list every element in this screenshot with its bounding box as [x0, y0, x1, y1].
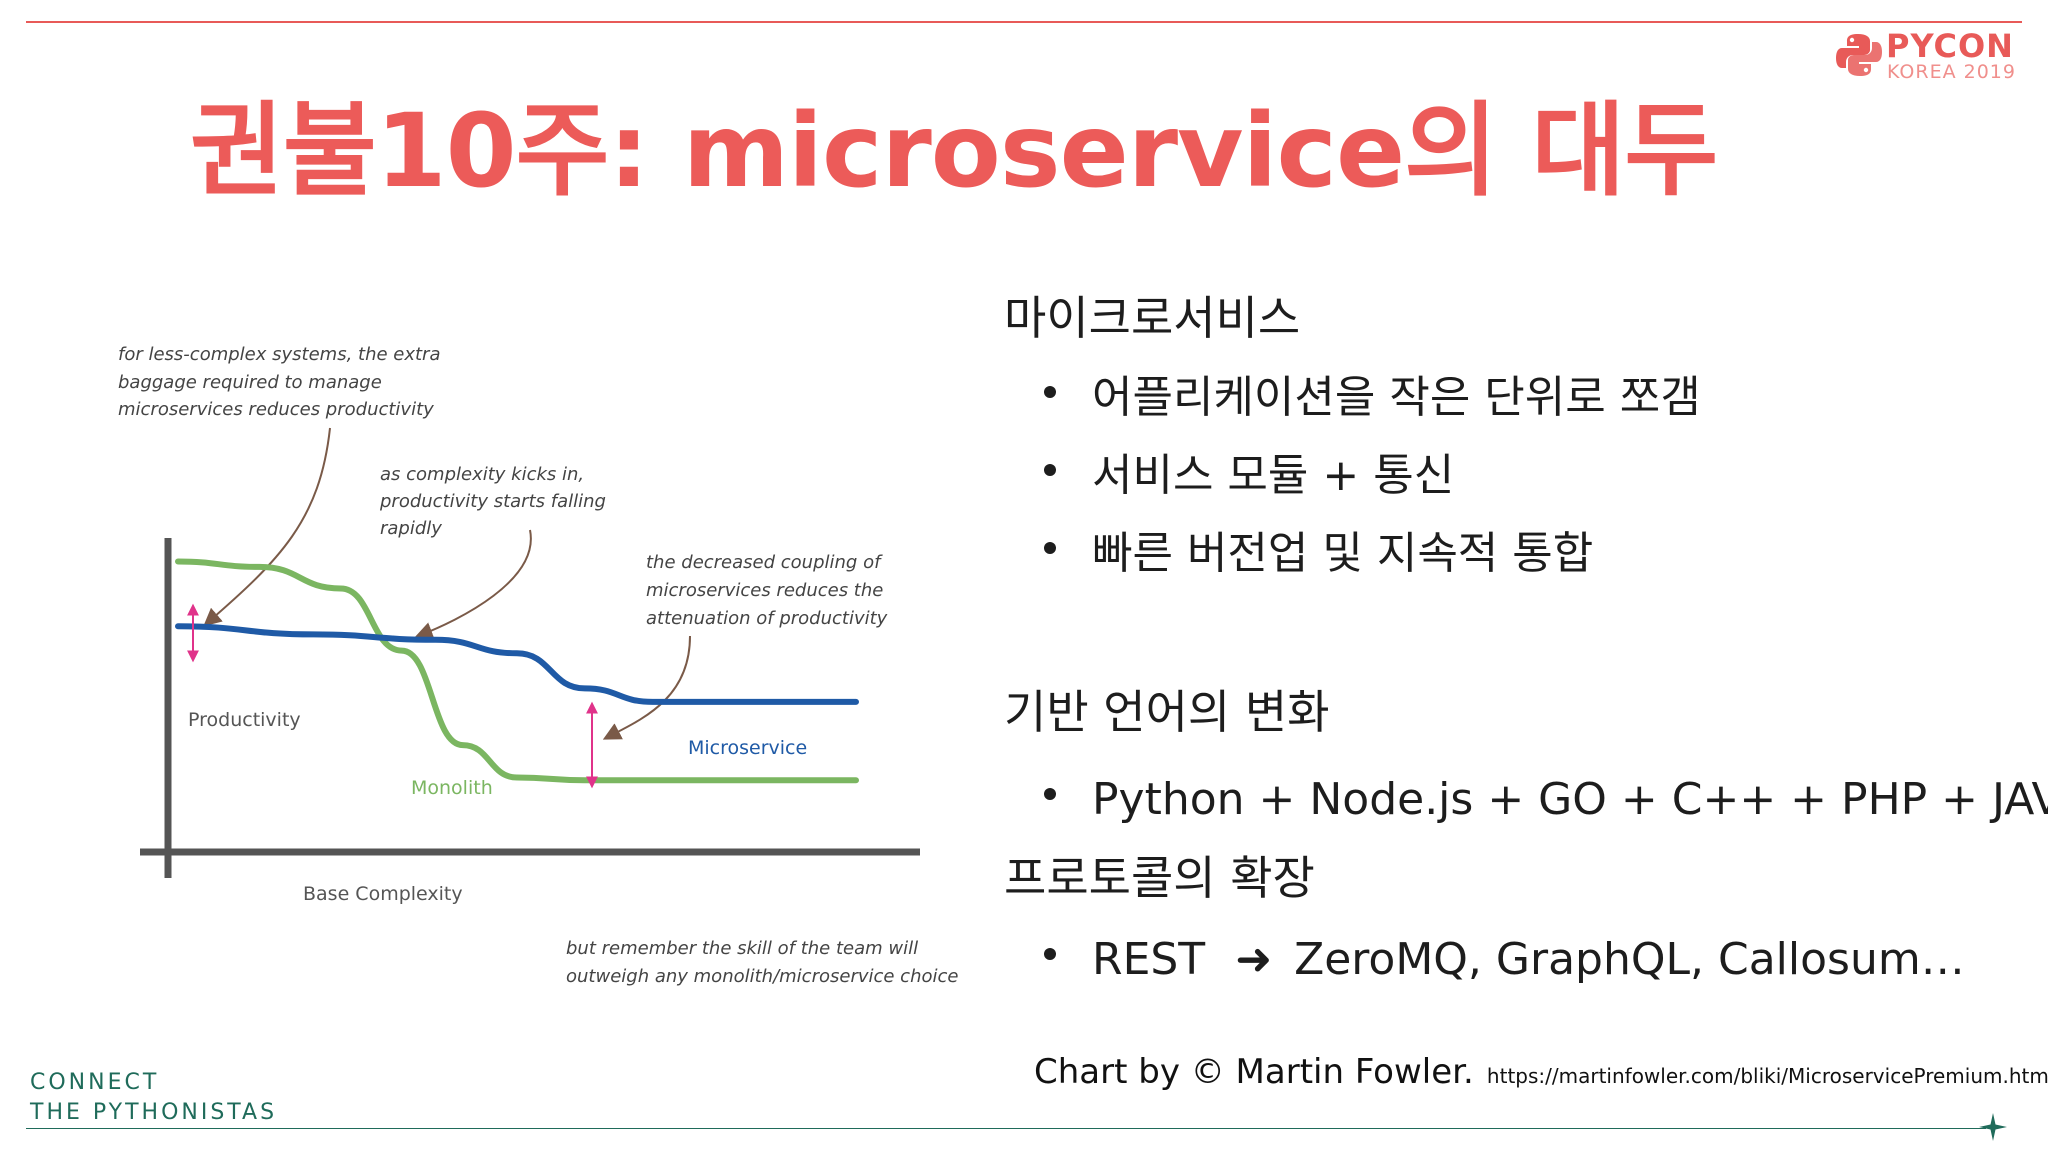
bottom-divider: [26, 1128, 1986, 1129]
annotation-arrow-2: [414, 529, 532, 640]
annotation-complexity: as complexity kicks in, productivity sta…: [379, 464, 612, 539]
x-axis-label: Base Complexity: [303, 883, 463, 905]
right-arrow-icon: ➜: [1235, 934, 1273, 985]
bullet-item: 어플리케이션을 작은 단위로 쪼갬: [1044, 370, 1701, 426]
microservice-series-line: [175, 623, 859, 705]
slide-title: 권불10주: microservice의 대두: [190, 92, 1718, 211]
annotation-arrow-1: [203, 427, 331, 627]
annotation-team-skill: but remember the skill of the team will …: [566, 938, 958, 987]
sparkle-icon: [1979, 1113, 2007, 1141]
annotation-decreased-coupling: the decreased coupling of microservices …: [646, 552, 889, 629]
bullet-icon: [1044, 386, 1056, 398]
top-divider: [26, 21, 2022, 23]
y-axis-label: Productivity: [188, 709, 301, 731]
bullet-icon: [1044, 542, 1056, 554]
footer-brand: CONNECT THE PYTHONISTAS: [30, 1068, 277, 1128]
bullet-item: REST ➜ ZeroMQ, GraphQL, Callosum…: [1044, 932, 1965, 988]
logo-subtitle: KOREA 2019: [1887, 61, 2016, 83]
bullet-item: 서비스 모듈 + 통신: [1044, 448, 1454, 504]
footer-line-2: THE PYTHONISTAS: [30, 1100, 278, 1125]
bullet-icon: [1044, 464, 1056, 476]
monolith-series-line: [175, 558, 859, 784]
pycon-logo: PYCON KOREA 2019: [1836, 28, 2026, 84]
section-heading-languages: 기반 언어의 변화: [1004, 685, 1330, 739]
logo-title: PYCON: [1886, 27, 2014, 65]
credit-url[interactable]: https://martinfowler.com/bliki/Microserv…: [1486, 1064, 2048, 1088]
bullet-item: 빠른 버전업 및 지속적 통합: [1044, 526, 1593, 582]
productivity-chart: for less-complex systems, the extra bagg…: [118, 344, 958, 987]
chart-credit: Chart by © Martin Fowler. https://martin…: [1034, 1052, 2048, 1092]
bullet-item: Python + Node.js + GO + C++ + PHP + JAVA…: [1044, 772, 2048, 828]
annotation-less-complex: for less-complex systems, the extra bagg…: [118, 344, 446, 420]
annotation-arrow-3: [602, 635, 691, 740]
python-logo-icon: [1836, 34, 1882, 76]
section-heading-protocols: 프로토콜의 확장: [1004, 851, 1315, 905]
microservice-legend-label: Microservice: [688, 737, 807, 759]
bullet-icon: [1044, 948, 1056, 960]
monolith-legend-label: Monolith: [411, 777, 493, 799]
credit-text: Chart by © Martin Fowler.: [1034, 1052, 1474, 1092]
section-heading-microservices: 마이크로서비스: [1004, 291, 1301, 345]
footer-line-1: CONNECT: [30, 1070, 160, 1095]
bullet-icon: [1044, 788, 1056, 800]
